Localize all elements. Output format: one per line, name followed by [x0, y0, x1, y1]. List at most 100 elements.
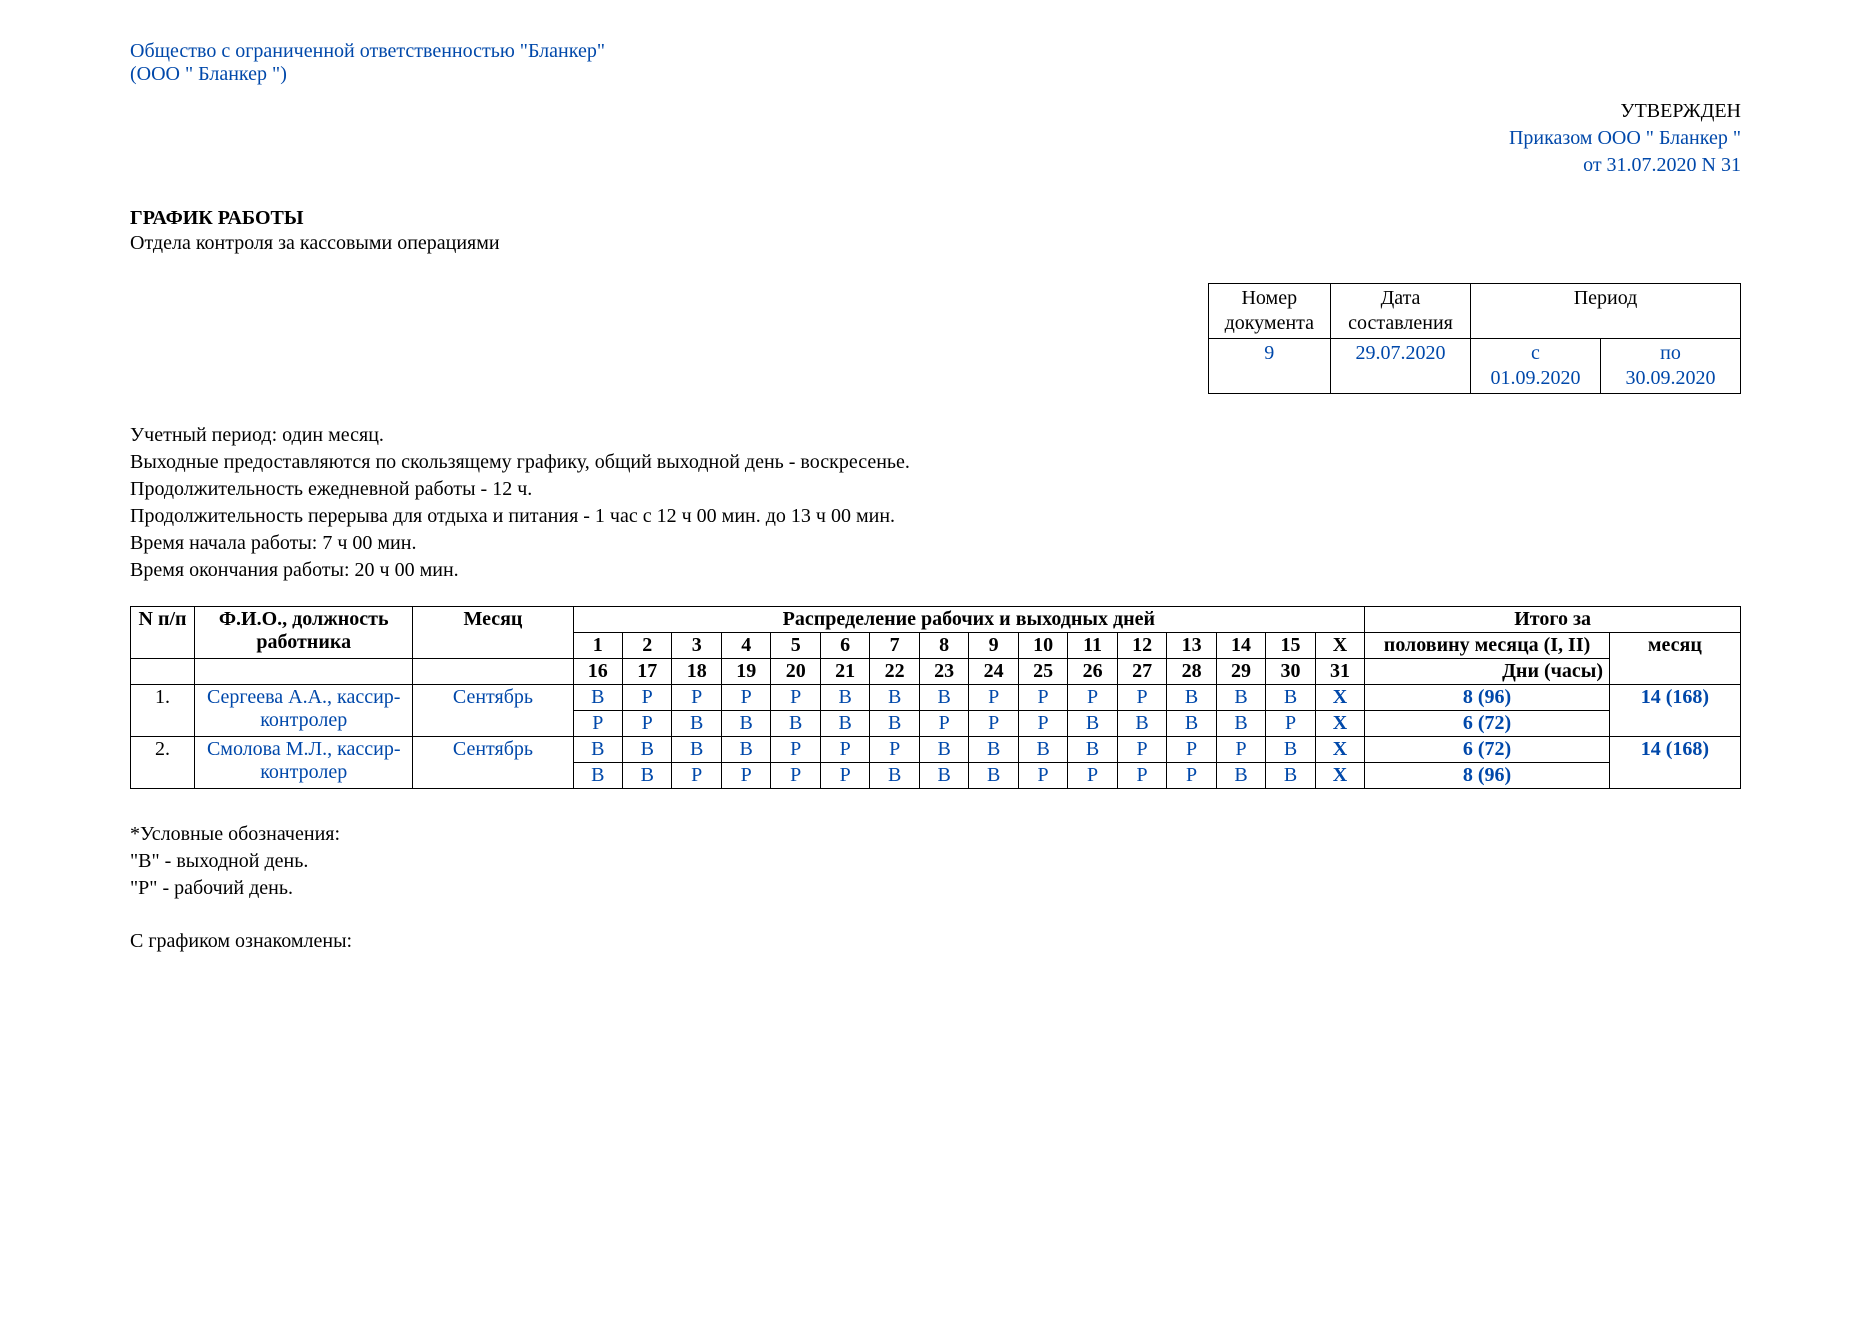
td-day: В — [1266, 763, 1315, 789]
th-day: 30 — [1266, 659, 1315, 685]
td-day: Р — [969, 685, 1018, 711]
note-line: Продолжительность перерыва для отдыха и … — [130, 503, 1741, 530]
th-half: половину месяца (I, II) — [1365, 633, 1610, 659]
th-day: 19 — [721, 659, 770, 685]
td-day: Р — [1018, 685, 1067, 711]
td-month: Сентябрь — [413, 685, 573, 737]
org-name-line2: (ООО " Бланкер ") — [130, 63, 1741, 86]
th-day: 18 — [672, 659, 721, 685]
th-dist: Распределение рабочих и выходных дней — [573, 607, 1365, 633]
td-day: В — [623, 763, 672, 789]
td-sum-half: 6 (72) — [1365, 711, 1610, 737]
td-day: X — [1315, 737, 1364, 763]
th-itogo: Итого за — [1365, 607, 1741, 633]
th-day: 17 — [623, 659, 672, 685]
td-day: Р — [672, 685, 721, 711]
td-day: Р — [721, 685, 770, 711]
td-day: Р — [1018, 763, 1067, 789]
legend-b: "В" - выходной день. — [130, 848, 1741, 875]
td-day: В — [573, 685, 622, 711]
td-day: Р — [771, 685, 820, 711]
th-dni: Дни (часы) — [1365, 659, 1741, 685]
td-day: Р — [919, 711, 968, 737]
td-fio: Сергеева А.А., кассир-контролер — [195, 685, 413, 737]
td-day: Р — [672, 763, 721, 789]
th-fio: Ф.И.О., должность работника — [195, 607, 413, 659]
th-day: 26 — [1068, 659, 1117, 685]
td-day: В — [1018, 737, 1067, 763]
td-day: В — [721, 711, 770, 737]
meta-docno: 9 — [1208, 339, 1330, 394]
note-line: Время начала работы: 7 ч 00 мин. — [130, 530, 1741, 557]
td-fio: Смолова М.Л., кассир-контролер — [195, 737, 413, 789]
th-day: 4 — [721, 633, 770, 659]
td-day: В — [1216, 685, 1265, 711]
td-day: Р — [1216, 737, 1265, 763]
td-day: Р — [573, 711, 622, 737]
note-line: Продолжительность ежедневной работы - 12… — [130, 476, 1741, 503]
td-day: Р — [1266, 711, 1315, 737]
approved-line1: УТВЕРЖДЕН — [130, 98, 1741, 125]
th-day: 6 — [820, 633, 869, 659]
th-day: 3 — [672, 633, 721, 659]
th-day: 27 — [1117, 659, 1166, 685]
th-day: 12 — [1117, 633, 1166, 659]
th-day: 5 — [771, 633, 820, 659]
td-day: В — [919, 763, 968, 789]
td-sum-month: 14 (168) — [1609, 685, 1740, 737]
note-line: Учетный период: один месяц. — [130, 422, 1741, 449]
td-day: Р — [1117, 685, 1166, 711]
th-day: 11 — [1068, 633, 1117, 659]
schedule-table: N п/п Ф.И.О., должность работника Месяц … — [130, 606, 1741, 789]
td-day: Р — [870, 737, 919, 763]
td-day: Р — [820, 737, 869, 763]
td-day: Р — [1117, 737, 1166, 763]
td-day: В — [1068, 737, 1117, 763]
meta-h-period: Период — [1471, 284, 1741, 339]
th-day: 9 — [969, 633, 1018, 659]
td-month: Сентябрь — [413, 737, 573, 789]
meta-h-date: Дата составления — [1331, 284, 1471, 339]
td-day: В — [573, 737, 622, 763]
th-day: 2 — [623, 633, 672, 659]
note-line: Выходные предоставляются по скользящему … — [130, 449, 1741, 476]
td-day: В — [969, 737, 1018, 763]
ack-line: С графиком ознакомлены: — [130, 930, 1741, 953]
th-day: 29 — [1216, 659, 1265, 685]
td-day: В — [1068, 711, 1117, 737]
td-sum-month: 14 (168) — [1609, 737, 1740, 789]
td-day: В — [1216, 711, 1265, 737]
th-day: 31 — [1315, 659, 1364, 685]
notes-block: Учетный период: один месяц. Выходные пре… — [130, 422, 1741, 584]
th-n: N п/п — [131, 607, 195, 659]
meta-period-from: с 01.09.2020 — [1471, 339, 1601, 394]
th-day: 16 — [573, 659, 622, 685]
td-n: 1. — [131, 685, 195, 737]
th-day: 15 — [1266, 633, 1315, 659]
td-day: Р — [1167, 763, 1216, 789]
th-day: 28 — [1167, 659, 1216, 685]
td-day: Р — [1018, 711, 1067, 737]
meta-date: 29.07.2020 — [1331, 339, 1471, 394]
td-day: Р — [623, 685, 672, 711]
td-day: В — [1167, 685, 1216, 711]
td-day: В — [870, 763, 919, 789]
td-day: Р — [721, 763, 770, 789]
td-day: Р — [969, 711, 1018, 737]
approved-line2: Приказом ООО " Бланкер " — [130, 125, 1741, 152]
td-day: X — [1315, 763, 1364, 789]
th-day: 25 — [1018, 659, 1067, 685]
th-day: 20 — [771, 659, 820, 685]
td-day: Р — [1068, 685, 1117, 711]
th-day: 8 — [919, 633, 968, 659]
td-day: В — [672, 737, 721, 763]
td-day: Р — [1167, 737, 1216, 763]
td-day: В — [623, 737, 672, 763]
td-day: Р — [820, 763, 869, 789]
td-n: 2. — [131, 737, 195, 789]
td-day: В — [919, 685, 968, 711]
td-day: В — [820, 711, 869, 737]
th-day: 10 — [1018, 633, 1067, 659]
th-day: 1 — [573, 633, 622, 659]
th-month: Месяц — [413, 607, 573, 659]
